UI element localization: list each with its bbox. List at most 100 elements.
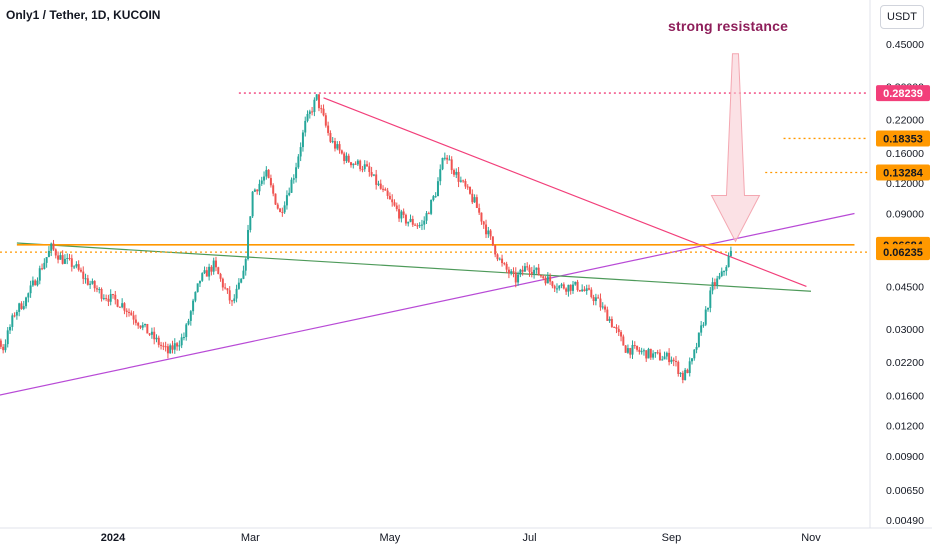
- candle-body: [555, 288, 558, 290]
- candle-body: [649, 348, 652, 358]
- candle-body: [517, 274, 520, 283]
- candle-body: [723, 271, 726, 273]
- candle-body: [249, 216, 252, 230]
- chart-title: Only1 / Tether, 1D, KUCOIN: [6, 8, 161, 22]
- candle-body: [370, 172, 373, 176]
- candle-body: [681, 372, 684, 381]
- candle-body: [482, 221, 485, 225]
- candle-body: [617, 328, 620, 333]
- candle-body: [434, 196, 437, 198]
- candle-body: [146, 323, 149, 334]
- candle-body: [251, 191, 254, 217]
- candle-body: [201, 273, 204, 281]
- candle-body: [50, 243, 53, 251]
- candle-body: [567, 284, 570, 292]
- candle-body: [86, 278, 89, 285]
- candle-body: [112, 294, 114, 296]
- candle-body: [43, 262, 46, 269]
- candle-body: [718, 276, 721, 279]
- candle-body: [560, 284, 563, 286]
- candle-body: [402, 211, 405, 215]
- candle-body: [661, 359, 664, 361]
- candle-body: [569, 284, 572, 291]
- candle-body: [176, 343, 179, 347]
- candle-body: [551, 281, 554, 287]
- candle-body: [263, 176, 266, 181]
- candle-body: [36, 280, 39, 286]
- trend-line-green: [16, 242, 812, 292]
- candle-body: [214, 260, 217, 268]
- candle-body: [411, 218, 414, 225]
- candle-body: [588, 288, 591, 290]
- candle-body: [658, 352, 661, 361]
- candle-body: [526, 266, 529, 268]
- candle-body: [205, 270, 208, 277]
- candle-body: [420, 224, 423, 226]
- candle-body: [66, 257, 69, 259]
- candle-body: [606, 309, 609, 321]
- candle-body: [162, 345, 165, 347]
- candle-body: [535, 267, 538, 270]
- candle-body: [441, 157, 444, 170]
- candle-body: [590, 289, 593, 297]
- candle-body: [494, 245, 497, 255]
- candle-body: [208, 266, 211, 277]
- candle-body: [469, 186, 472, 194]
- candle-body: [288, 192, 291, 196]
- candle-body: [539, 275, 542, 277]
- candle-body: [654, 352, 657, 354]
- candle-body: [450, 159, 453, 171]
- candle-body: [366, 164, 369, 167]
- candle-body: [226, 288, 229, 291]
- y-tick-label: 0.16000: [886, 148, 924, 160]
- candle-body: [54, 249, 57, 256]
- candle-body: [496, 254, 499, 260]
- candle-body: [727, 256, 730, 268]
- candle-body: [656, 352, 659, 354]
- candle-body: [597, 297, 600, 299]
- candle-body: [98, 289, 101, 291]
- candle-body: [720, 271, 723, 277]
- candle-body: [386, 190, 389, 196]
- x-tick-label: 2024: [101, 532, 126, 544]
- y-tick-label: 0.12000: [886, 178, 924, 190]
- candle-body: [519, 269, 522, 275]
- price-axis: 0.450000.300000.220000.160000.120000.090…: [869, 0, 924, 528]
- candle-body: [292, 178, 295, 180]
- candle-body: [478, 207, 481, 213]
- price-label-box: [876, 85, 930, 102]
- candle-body: [203, 270, 206, 274]
- resistance-arrow: [710, 53, 761, 243]
- candle-body: [242, 270, 245, 279]
- candle-body: [562, 284, 565, 289]
- candle-body: [13, 315, 16, 317]
- candle-body: [466, 186, 469, 188]
- candle-body: [194, 291, 197, 301]
- candle-body: [350, 162, 353, 166]
- candle-body: [295, 167, 298, 179]
- candle-body: [91, 281, 94, 284]
- candle-body: [109, 294, 112, 302]
- candle-body: [640, 351, 643, 353]
- candlesticks: [0, 94, 732, 384]
- candle-body: [304, 120, 307, 133]
- currency-button[interactable]: USDT: [880, 5, 924, 29]
- price-label-box: [876, 244, 930, 261]
- candle-body: [324, 115, 327, 126]
- candle-body: [45, 257, 48, 263]
- candle-body: [375, 174, 378, 185]
- candle-body: [265, 169, 268, 177]
- candle-body: [59, 255, 62, 260]
- candle-body: [169, 345, 172, 354]
- y-tick-label: 0.09000: [886, 208, 924, 220]
- candle-body: [180, 337, 183, 346]
- candle-body: [546, 276, 549, 284]
- candle-body: [647, 348, 650, 359]
- candle-body: [95, 288, 98, 290]
- trend-line-resistance: [323, 97, 807, 288]
- candle-body: [713, 282, 716, 286]
- candle-body: [418, 225, 421, 227]
- price-label-text: 0.28239: [883, 88, 923, 100]
- price-label-text: 0.18353: [883, 133, 923, 145]
